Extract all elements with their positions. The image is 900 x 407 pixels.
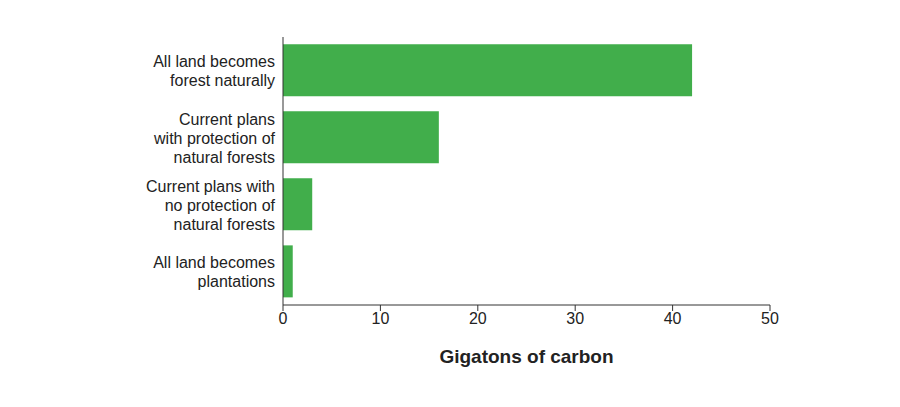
svg-text:10: 10 xyxy=(372,310,390,327)
svg-text:20: 20 xyxy=(469,310,487,327)
svg-text:All land becomesforest natural: All land becomesforest naturally xyxy=(153,53,275,89)
svg-text:40: 40 xyxy=(664,310,682,327)
svg-text:0: 0 xyxy=(279,310,288,327)
svg-text:Current planswith protection o: Current planswith protection ofnatural f… xyxy=(153,110,276,165)
svg-text:50: 50 xyxy=(761,310,779,327)
svg-text:All land becomesplantations: All land becomesplantations xyxy=(153,254,275,290)
svg-text:Gigatons of carbon: Gigatons of carbon xyxy=(439,346,613,367)
svg-text:Current plans withno protectio: Current plans withno protection ofnatura… xyxy=(146,177,276,232)
svg-text:30: 30 xyxy=(566,310,584,327)
